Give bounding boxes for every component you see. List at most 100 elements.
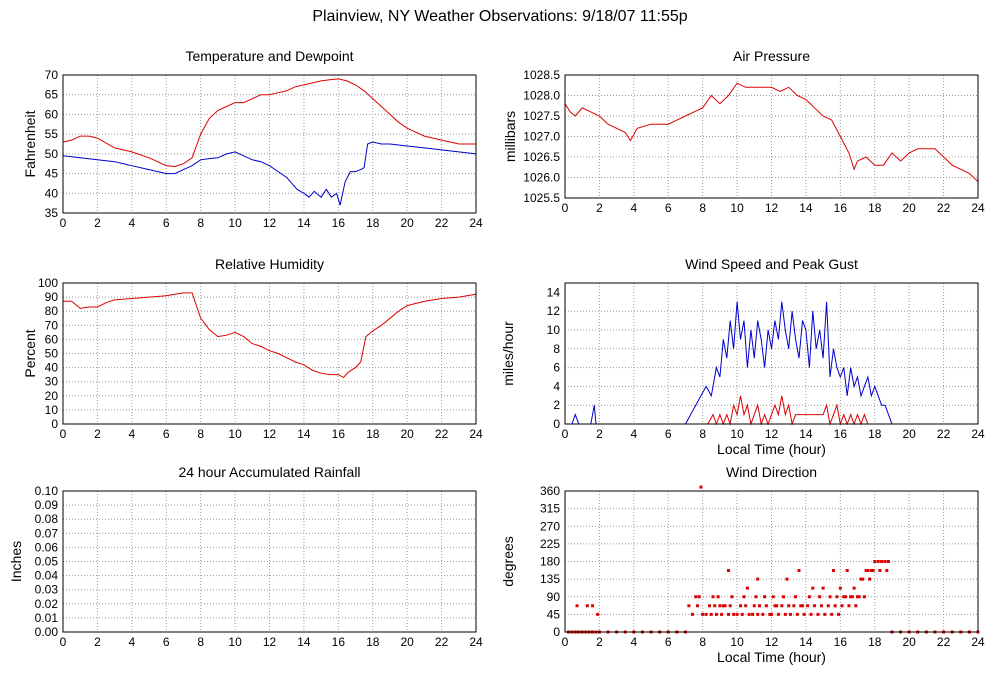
direction-point-106 bbox=[862, 595, 866, 599]
rain-xtick-label-20: 20 bbox=[400, 635, 414, 649]
direction-point-82 bbox=[866, 569, 870, 573]
wind-xtick-label-14: 14 bbox=[799, 427, 813, 441]
direction-point-109 bbox=[797, 569, 801, 573]
direction-xtick-label-2: 2 bbox=[596, 635, 603, 649]
direction-point-97 bbox=[782, 595, 786, 599]
rain-ytick-label-1: 0.01 bbox=[35, 611, 59, 625]
rain-ytick-label-2: 0.02 bbox=[35, 597, 59, 611]
direction-xtick-label-22: 22 bbox=[937, 635, 951, 649]
direction-point-34 bbox=[714, 612, 718, 616]
direction-point-40 bbox=[732, 612, 736, 616]
direction-point-59 bbox=[788, 612, 792, 616]
wind-ytick-label-1: 2 bbox=[553, 398, 560, 412]
direction-point-112 bbox=[852, 586, 856, 590]
direction-point-75 bbox=[843, 595, 847, 599]
direction-point-76 bbox=[847, 604, 851, 608]
direction-point-118 bbox=[811, 586, 815, 590]
direction-point-31 bbox=[708, 604, 712, 608]
wind-xtick-label-2: 2 bbox=[596, 427, 603, 441]
temp-plot-frame bbox=[62, 74, 477, 214]
direction-point-68 bbox=[819, 604, 823, 608]
direction-point-73 bbox=[837, 612, 841, 616]
rain-xtick-label-22: 22 bbox=[435, 635, 449, 649]
wind-ytick-label-4: 8 bbox=[553, 342, 560, 356]
rain-xtick-label-4: 4 bbox=[128, 635, 135, 649]
direction-point-87 bbox=[883, 560, 887, 563]
direction-point-78 bbox=[854, 604, 858, 608]
direction-ytick-label-2: 90 bbox=[547, 590, 561, 604]
rain-ytick-label-5: 0.05 bbox=[35, 555, 59, 569]
temp-xtick-label-20: 20 bbox=[400, 216, 414, 230]
humidity-ytick-label-7: 70 bbox=[45, 318, 59, 332]
wind-ytick-label-3: 6 bbox=[553, 361, 560, 375]
direction-ytick-label-1: 45 bbox=[547, 607, 561, 621]
pressure-ytick-label-2: 1026.5 bbox=[523, 150, 560, 164]
direction-plot-frame bbox=[564, 490, 979, 633]
direction-xtick-label-0: 0 bbox=[562, 635, 569, 649]
direction-point-92 bbox=[730, 595, 734, 599]
direction-point-77 bbox=[850, 595, 854, 599]
rain-xtick-label-24: 24 bbox=[469, 635, 483, 649]
direction-point-117 bbox=[785, 577, 789, 581]
direction-point-102 bbox=[835, 595, 839, 599]
pressure-ytick-label-0: 1025.5 bbox=[523, 191, 560, 205]
humidity-xtick-label-8: 8 bbox=[197, 427, 204, 441]
pressure-series-0-line bbox=[564, 82, 979, 182]
humidity-xtick-label-12: 12 bbox=[263, 427, 277, 441]
rain-ytick-label-3: 0.03 bbox=[35, 583, 59, 597]
direction-point-90 bbox=[716, 595, 720, 599]
direction-point-44 bbox=[744, 604, 748, 608]
humidity-xtick-label-10: 10 bbox=[228, 427, 242, 441]
direction-point-124 bbox=[878, 569, 882, 573]
direction-point-104 bbox=[849, 595, 853, 599]
direction-point-45 bbox=[747, 612, 751, 616]
direction-point-79 bbox=[857, 595, 861, 599]
direction-point-49 bbox=[757, 604, 761, 608]
pressure-ytick-label-5: 1028.0 bbox=[523, 89, 560, 103]
direction-y-axis-label: degrees bbox=[500, 536, 516, 587]
wind-ytick-label-7: 14 bbox=[547, 285, 561, 299]
pressure-xtick-label-12: 12 bbox=[765, 201, 779, 215]
direction-point-108 bbox=[756, 577, 760, 581]
direction-point-47 bbox=[752, 604, 756, 608]
direction-point-52 bbox=[768, 612, 772, 616]
wind-ytick-label-5: 10 bbox=[547, 323, 561, 337]
humidity-ytick-label-2: 20 bbox=[45, 389, 59, 403]
direction-point-66 bbox=[813, 604, 817, 608]
rain-ytick-label-9: 0.09 bbox=[35, 498, 59, 512]
direction-point-36 bbox=[720, 612, 724, 616]
direction-point-26 bbox=[694, 595, 698, 599]
rain-y-axis-label: Inches bbox=[8, 541, 24, 582]
pressure-xtick-label-16: 16 bbox=[834, 201, 848, 215]
direction-point-95 bbox=[763, 595, 767, 599]
pressure-ytick-label-4: 1027.5 bbox=[523, 109, 560, 123]
wind-xtick-label-16: 16 bbox=[834, 427, 848, 441]
rain-xtick-label-12: 12 bbox=[263, 635, 277, 649]
direction-xtick-label-18: 18 bbox=[868, 635, 882, 649]
direction-point-107 bbox=[699, 485, 703, 489]
wind-xtick-label-4: 4 bbox=[630, 427, 637, 441]
direction-point-89 bbox=[711, 595, 715, 599]
rain-xtick-label-18: 18 bbox=[366, 635, 380, 649]
wind-ytick-label-6: 12 bbox=[547, 304, 561, 318]
direction-point-43 bbox=[740, 612, 744, 616]
direction-point-69 bbox=[823, 612, 827, 616]
direction-point-25 bbox=[690, 612, 694, 616]
direction-point-111 bbox=[845, 569, 849, 573]
pressure-chart-title: Air Pressure bbox=[733, 48, 810, 64]
direction-ytick-label-3: 135 bbox=[540, 572, 560, 586]
direction-point-81 bbox=[864, 569, 868, 573]
direction-point-63 bbox=[802, 612, 806, 616]
direction-point-33 bbox=[713, 604, 717, 608]
direction-point-123 bbox=[871, 569, 875, 573]
pressure-xtick-label-0: 0 bbox=[562, 201, 569, 215]
direction-point-46 bbox=[751, 612, 755, 616]
direction-point-21 bbox=[585, 604, 589, 608]
pressure-xtick-label-2: 2 bbox=[596, 201, 603, 215]
temp-ytick-label-6: 65 bbox=[45, 88, 59, 102]
direction-point-100 bbox=[818, 595, 822, 599]
wind-xtick-label-6: 6 bbox=[665, 427, 672, 441]
direction-point-50 bbox=[761, 612, 765, 616]
direction-point-121 bbox=[775, 604, 779, 608]
direction-xtick-label-24: 24 bbox=[971, 635, 985, 649]
